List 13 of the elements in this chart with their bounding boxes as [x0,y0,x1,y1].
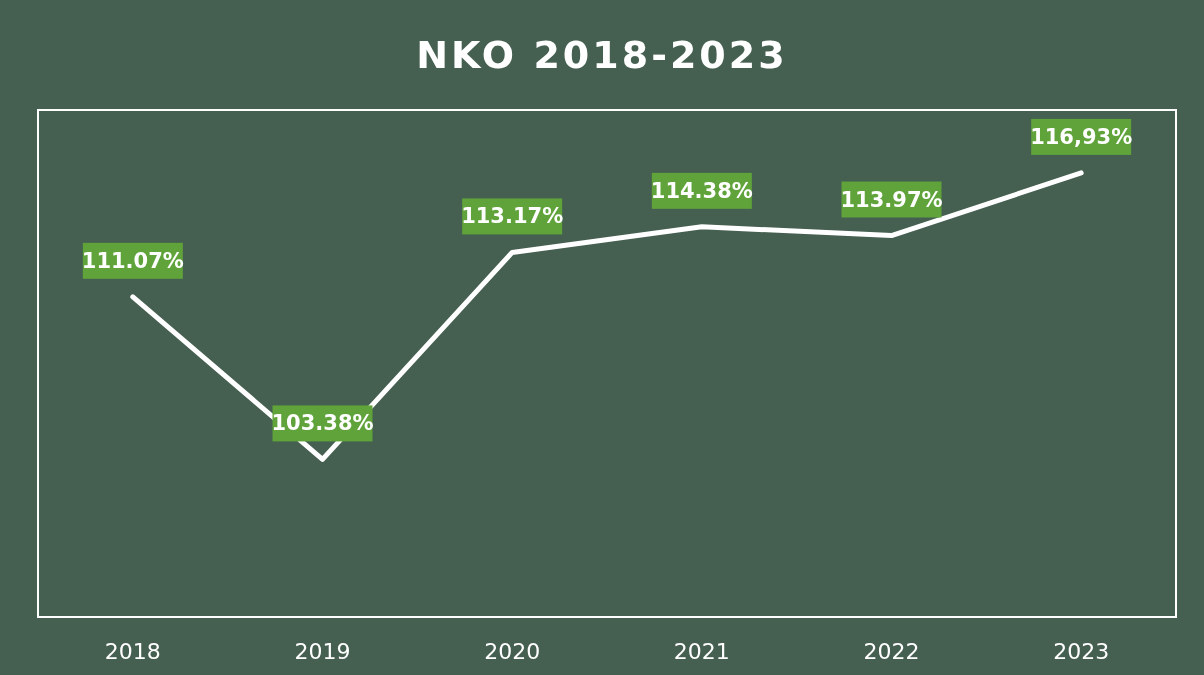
data-label: 116,93% [1030,124,1133,149]
data-label: 111.07% [81,248,184,273]
x-tick-label: 2023 [1053,639,1110,664]
data-label: 103.38% [271,411,374,436]
chart-title: NKO 2018-2023 [416,33,788,77]
data-label: 114.38% [650,178,753,203]
data-label: 113.17% [461,204,564,229]
x-tick-label: 2021 [673,639,730,664]
x-tick-label: 2020 [484,639,541,664]
x-tick-label: 2022 [863,639,920,664]
x-tick-label: 2019 [294,639,351,664]
x-tick-label: 2018 [104,639,161,664]
data-label: 113.97% [840,187,943,212]
